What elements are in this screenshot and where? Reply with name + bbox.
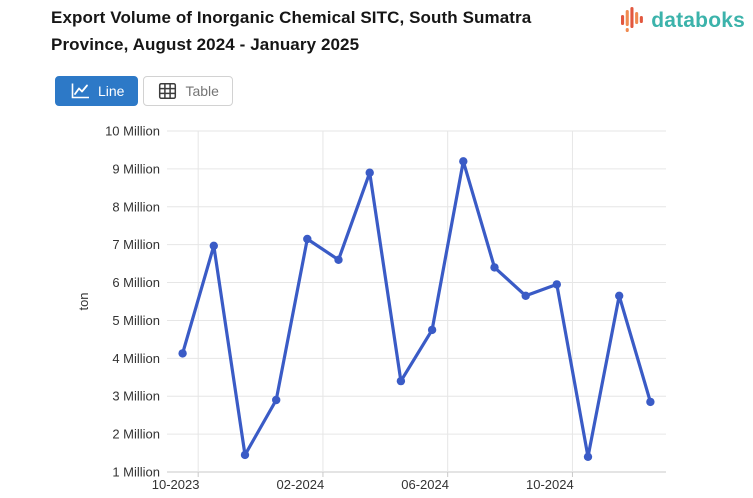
- data-point-09-2024[interactable]: [521, 291, 530, 300]
- data-point-11-2023[interactable]: [209, 241, 218, 250]
- y-tick-label: 5 Million: [112, 313, 160, 328]
- line-button-label: Line: [98, 83, 125, 99]
- data-point-10-2023[interactable]: [178, 349, 187, 358]
- y-tick-label: 10 Million: [105, 124, 160, 139]
- databoks-logo[interactable]: databoks: [621, 6, 745, 35]
- data-point-07-2024[interactable]: [459, 157, 468, 166]
- y-tick-label: 6 Million: [112, 275, 160, 290]
- data-point-03-2024[interactable]: [334, 255, 343, 264]
- line-view-button[interactable]: Line: [55, 76, 139, 106]
- databoks-logo-icon: [621, 7, 644, 32]
- data-point-04-2024[interactable]: [365, 168, 374, 177]
- table-view-button[interactable]: Table: [143, 76, 233, 106]
- y-tick-label: 1 Million: [112, 465, 160, 480]
- y-tick-label: 2 Million: [112, 427, 160, 442]
- x-tick-label: 10-2024: [526, 477, 574, 492]
- data-point-12-2024[interactable]: [615, 291, 624, 300]
- data-point-11-2024[interactable]: [583, 452, 593, 461]
- data-point-08-2024[interactable]: [490, 263, 499, 272]
- chart-title-line2: Province, August 2024 - January 2025: [51, 35, 360, 54]
- data-point-01-2024[interactable]: [272, 395, 281, 405]
- table-grid-icon: [159, 82, 177, 100]
- y-tick-label: 9 Million: [112, 161, 160, 176]
- line-chart-icon: [71, 83, 89, 99]
- x-tick-label: 02-2024: [276, 477, 324, 492]
- series-line: [181, 159, 652, 459]
- data-point-05-2024[interactable]: [396, 376, 406, 386]
- y-axis-title: ton: [76, 292, 91, 310]
- table-button-label: Table: [185, 83, 219, 99]
- y-tick-label: 7 Million: [112, 237, 160, 252]
- y-tick-label: 3 Million: [112, 389, 160, 404]
- x-tick-label: 10-2023: [152, 477, 200, 492]
- y-tick-label: 4 Million: [112, 351, 160, 366]
- x-tick-label: 06-2024: [401, 477, 449, 492]
- databoks-logo-text: databoks: [651, 8, 745, 32]
- chart-title-line1: Export Volume of Inorganic Chemical SITC…: [51, 8, 532, 27]
- data-point-02-2024[interactable]: [303, 234, 312, 244]
- data-point-06-2024[interactable]: [427, 325, 437, 335]
- data-point-10-2024[interactable]: [552, 280, 561, 289]
- data-point-01-2025[interactable]: [646, 397, 655, 407]
- view-toggle: Line Table: [55, 76, 233, 106]
- y-tick-label: 8 Million: [112, 199, 160, 214]
- data-point-12-2023[interactable]: [240, 450, 250, 460]
- chart-title: Export Volume of Inorganic Chemical SITC…: [51, 4, 531, 58]
